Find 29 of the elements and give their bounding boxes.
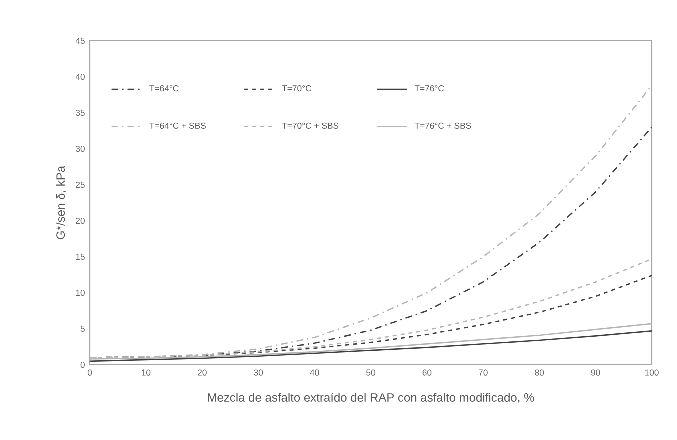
y-tick-label: 5 bbox=[80, 326, 85, 332]
legend-label: T=70°C bbox=[282, 85, 312, 92]
legend-label: T=64°C + SBS bbox=[150, 122, 206, 129]
y-tick-label: 10 bbox=[76, 290, 85, 296]
y-tick-label: 20 bbox=[76, 218, 85, 224]
y-tick-label: 15 bbox=[76, 254, 85, 260]
y-tick-label: 45 bbox=[76, 38, 85, 44]
x-tick-label: 70 bbox=[479, 370, 488, 376]
x-tick-label: 20 bbox=[198, 370, 207, 376]
x-tick-label: 80 bbox=[535, 370, 544, 376]
y-tick-label: 25 bbox=[76, 182, 85, 188]
y-axis-title: G*/sen δ, kPa bbox=[56, 166, 66, 240]
x-tick-label: 90 bbox=[591, 370, 600, 376]
legend-label: T=76°C bbox=[414, 85, 444, 92]
legend-label: T=70°C + SBS bbox=[282, 122, 339, 129]
legend-label: T=76°C + SBS bbox=[414, 122, 472, 129]
y-tick-label: 30 bbox=[76, 146, 85, 152]
y-tick-label: 0 bbox=[80, 362, 85, 368]
y-tick-label: 35 bbox=[76, 110, 85, 116]
y-tick-label: 40 bbox=[76, 74, 85, 80]
x-tick-label: 10 bbox=[142, 370, 151, 376]
x-tick-label: 0 bbox=[88, 370, 92, 376]
x-tick-label: 30 bbox=[254, 370, 264, 376]
legend-label: T=64°C bbox=[150, 85, 179, 92]
x-tick-label: 100 bbox=[645, 370, 659, 376]
x-axis-title: Mezcla de asfalto extraído del RAP con asfalto modificado, % bbox=[208, 392, 534, 404]
x-tick-label: 50 bbox=[366, 370, 376, 376]
x-tick-label: 60 bbox=[422, 370, 432, 376]
x-tick-label: 40 bbox=[310, 370, 320, 376]
